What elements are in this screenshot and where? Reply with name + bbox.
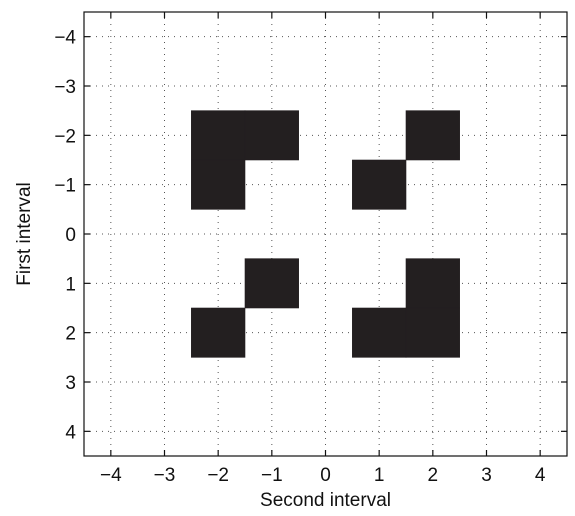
y-tick-label: 4: [65, 422, 76, 443]
y-axis-label: First interval: [14, 182, 35, 285]
grid-lines: [84, 12, 567, 456]
x-tick-label: 0: [320, 465, 331, 486]
y-tick-label: −2: [54, 126, 76, 147]
x-tick-labels: −4 −3 −2 −1 0 1 2 3 4: [100, 465, 546, 486]
x-axis-label: Second interval: [260, 490, 391, 511]
y-tick-label: −1: [54, 176, 76, 197]
y-tick-label: 1: [65, 274, 76, 295]
y-tick-labels: −4 −3 −2 −1 0 1 2 3 4: [54, 28, 76, 444]
x-tick-label: −2: [207, 465, 229, 486]
tick-marks: [84, 12, 567, 456]
y-tick-label: 0: [65, 225, 76, 246]
x-tick-label: −1: [261, 465, 283, 486]
y-tick-label: −4: [54, 28, 76, 49]
heatmap-cell: [352, 159, 407, 210]
heatmap-cell: [191, 159, 246, 210]
y-tick-label: 3: [65, 373, 76, 394]
heatmap-cell: [191, 110, 246, 161]
heatmap-cell: [352, 307, 407, 358]
filled-cells: [191, 110, 460, 358]
heatmap-cell: [244, 110, 299, 161]
heatmap-cell: [405, 110, 460, 161]
heatmap-cell: [244, 258, 299, 309]
x-tick-label: −3: [154, 465, 176, 486]
heatmap-cell: [405, 307, 460, 358]
y-tick-label: 2: [65, 324, 76, 345]
heatmap-cell: [191, 307, 246, 358]
y-tick-label: −3: [54, 77, 76, 98]
x-tick-label: −4: [100, 465, 122, 486]
x-tick-label: 2: [428, 465, 439, 486]
x-tick-label: 4: [535, 465, 546, 486]
x-tick-label: 1: [374, 465, 385, 486]
x-tick-label: 3: [481, 465, 492, 486]
heatmap-cell: [405, 258, 460, 309]
